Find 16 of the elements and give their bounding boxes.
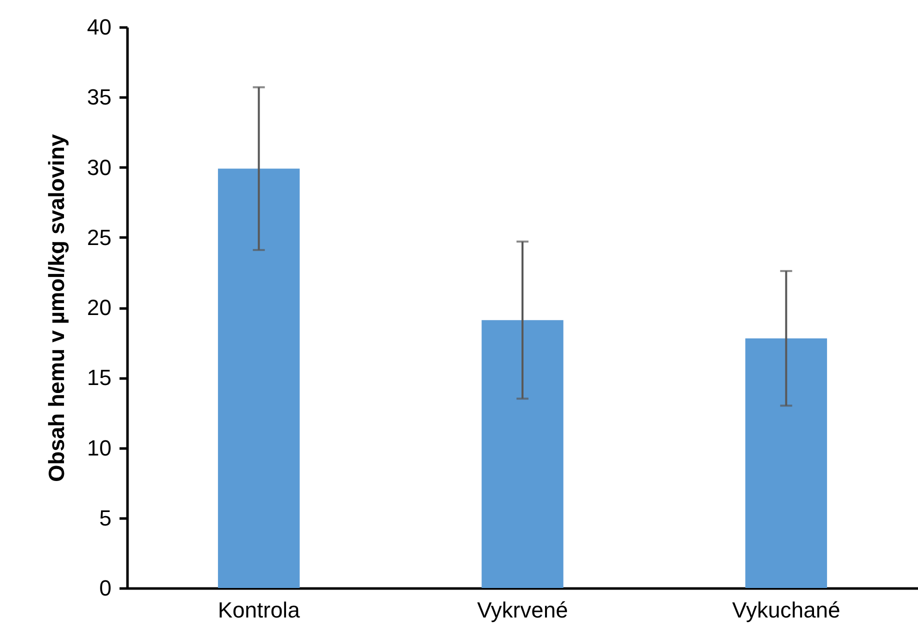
y-tick-label: 30 [87,154,112,180]
y-tick-label: 25 [87,224,112,250]
y-axis-title: Obsah hemu v µmol/kg svaloviny [44,133,70,482]
y-tick-label: 5 [99,505,112,530]
bar [218,168,300,588]
x-tick-label: Kontrola [218,598,301,622]
bar [745,338,828,588]
y-tick-label: 20 [87,295,112,320]
y-tick-label: 0 [99,576,112,600]
y-tick-label: 15 [87,365,112,390]
x-tick-label: Vykuchané [732,598,840,622]
x-tick-label: Vykrvené [477,598,568,622]
y-tick-label: 35 [87,84,112,110]
y-tick-label: 10 [87,435,112,460]
y-tick-label: 40 [87,14,112,40]
bar [482,320,564,588]
